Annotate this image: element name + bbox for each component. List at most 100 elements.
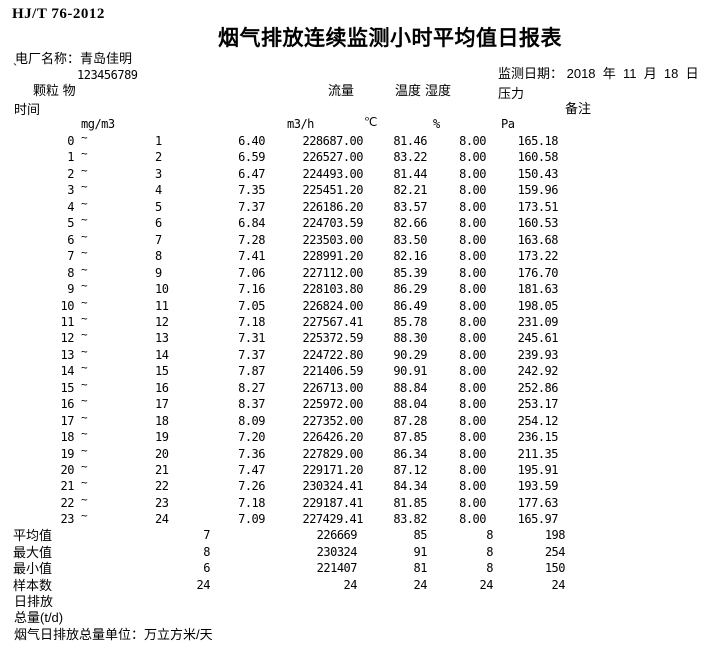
range-separator: ~ (81, 246, 88, 259)
temperature-cell: 86.34 (393, 447, 427, 461)
pressure-cell: 193.59 (517, 479, 559, 493)
summary-label: 最大值 (13, 545, 53, 560)
particulate-cell: 6.40 (238, 134, 265, 148)
flow-cell: 227112.00 (302, 266, 363, 280)
humidity-cell: 8.00 (459, 299, 486, 313)
pressure-cell: 173.22 (517, 249, 559, 263)
col-header-pressure: 压力 (498, 86, 525, 101)
particulate-cell: 8.09 (238, 414, 265, 428)
range-separator: ~ (81, 213, 88, 226)
hour-to-cell: 3 (155, 167, 162, 181)
table-row: 22 ~23 7.18 229187.41 81.85 8.00 177.63 (0, 493, 714, 513)
pressure-cell: 239.93 (517, 348, 559, 362)
hour-from-cell: 5 (67, 216, 74, 230)
hour-to-cell: 17 (155, 397, 169, 411)
summary-label: 平均值 (13, 528, 53, 543)
summary-flow-cell: 226669 (316, 528, 358, 542)
summary-pressure-cell: 150 (544, 561, 566, 575)
humidity-cell: 8.00 (459, 348, 486, 362)
table-row: 1 ~2 6.59 226527.00 83.22 8.00 160.58 (0, 147, 714, 167)
hour-from-cell: 8 (67, 266, 74, 280)
hour-to-cell: 20 (155, 447, 169, 461)
particulate-cell: 7.18 (238, 315, 265, 329)
table-row: 0 ~1 6.40 228687.00 81.46 8.00 165.18 (0, 131, 714, 151)
particulate-cell: 7.20 (238, 430, 265, 444)
particulate-cell: 7.47 (238, 463, 265, 477)
pressure-cell: 165.97 (517, 512, 559, 526)
particulate-cell: 7.05 (238, 299, 265, 313)
range-separator: ~ (81, 328, 88, 341)
range-separator: ~ (81, 147, 88, 160)
table-row: 23 ~24 7.09 227429.41 83.82 8.00 165.97 (0, 509, 714, 529)
range-separator: ~ (81, 164, 88, 177)
flow-cell: 228103.80 (302, 282, 363, 296)
flow-cell: 228991.20 (302, 249, 363, 263)
hour-to-cell: 13 (155, 331, 169, 345)
hour-to-cell: 22 (155, 479, 169, 493)
pressure-cell: 181.63 (517, 282, 559, 296)
summary-label: 最小值 (13, 561, 53, 576)
pressure-cell: 198.05 (517, 299, 559, 313)
stray-mark: ` (13, 61, 18, 76)
flow-cell: 228687.00 (302, 134, 363, 148)
humidity-cell: 8.00 (459, 315, 486, 329)
temperature-cell: 85.78 (393, 315, 427, 329)
range-separator: ~ (81, 180, 88, 193)
particulate-cell: 6.47 (238, 167, 265, 181)
hour-from-cell: 22 (60, 496, 75, 510)
particulate-cell: 7.28 (238, 233, 265, 247)
flow-cell: 223503.00 (302, 233, 363, 247)
table-row: 12 ~13 7.31 225372.59 88.30 8.00 245.61 (0, 328, 714, 348)
flow-cell: 227352.00 (302, 414, 363, 428)
flue-gas-unit-note: 烟气日排放总量单位：万立方米/天 (14, 627, 213, 642)
summary-humidity-cell: 8 (486, 545, 493, 559)
humidity-cell: 8.00 (459, 331, 486, 345)
summary-label: 样本数 (13, 578, 53, 593)
temperature-cell: 83.82 (393, 512, 427, 526)
range-separator: ~ (81, 476, 88, 489)
temperature-cell: 86.49 (393, 299, 427, 313)
summary-humidity-cell: 8 (486, 528, 493, 542)
particulate-cell: 7.31 (238, 331, 265, 345)
summary-temperature-cell: 81 (413, 561, 428, 575)
temperature-cell: 81.44 (393, 167, 427, 181)
flow-cell: 230324.41 (302, 479, 363, 493)
table-row: 20 ~21 7.47 229171.20 87.12 8.00 195.91 (0, 460, 714, 480)
pressure-cell: 177.63 (517, 496, 559, 510)
hour-from-cell: 7 (67, 249, 74, 263)
temperature-cell: 87.85 (393, 430, 427, 444)
humidity-cell: 8.00 (459, 479, 486, 493)
temperature-cell: 87.28 (393, 414, 427, 428)
humidity-cell: 8.00 (459, 200, 486, 214)
hour-from-cell: 20 (60, 463, 75, 477)
humidity-cell: 8.00 (459, 183, 486, 197)
particulate-cell: 6.59 (238, 150, 265, 164)
hour-to-cell: 10 (155, 282, 169, 296)
col-header-temperature: 温度 (395, 83, 422, 98)
hour-from-cell: 4 (67, 200, 74, 214)
temperature-cell: 83.50 (393, 233, 427, 247)
flow-cell: 224493.00 (302, 167, 363, 181)
hour-from-cell: 1 (67, 150, 74, 164)
summary-flow-cell: 230324 (316, 545, 358, 559)
hour-to-cell: 8 (155, 249, 162, 263)
hour-from-cell: 6 (67, 233, 74, 247)
temperature-cell: 81.85 (393, 496, 427, 510)
pressure-cell: 163.68 (517, 233, 559, 247)
humidity-cell: 8.00 (459, 249, 486, 263)
table-row: 2 ~3 6.47 224493.00 81.44 8.00 150.43 (0, 164, 714, 184)
range-separator: ~ (81, 197, 88, 210)
hour-from-cell: 9 (67, 282, 74, 296)
range-separator: ~ (81, 345, 88, 358)
daily-emission-label-line1: 日排放 (14, 594, 54, 609)
unit-temperature: ℃ (364, 115, 378, 129)
summary-row: 平均值 7 226669 85 8 198 (0, 529, 714, 545)
hour-from-cell: 12 (60, 331, 75, 345)
pressure-cell: 176.70 (517, 266, 559, 280)
table-row: 21 ~22 7.26 230324.41 84.34 8.00 193.59 (0, 476, 714, 496)
plant-code: 123456789 (77, 68, 138, 82)
flow-cell: 225972.00 (302, 397, 363, 411)
flow-cell: 226713.00 (302, 381, 363, 395)
hour-from-cell: 16 (60, 397, 75, 411)
